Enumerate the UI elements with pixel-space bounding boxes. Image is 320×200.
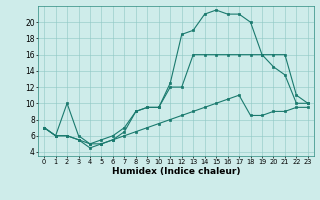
X-axis label: Humidex (Indice chaleur): Humidex (Indice chaleur) xyxy=(112,167,240,176)
